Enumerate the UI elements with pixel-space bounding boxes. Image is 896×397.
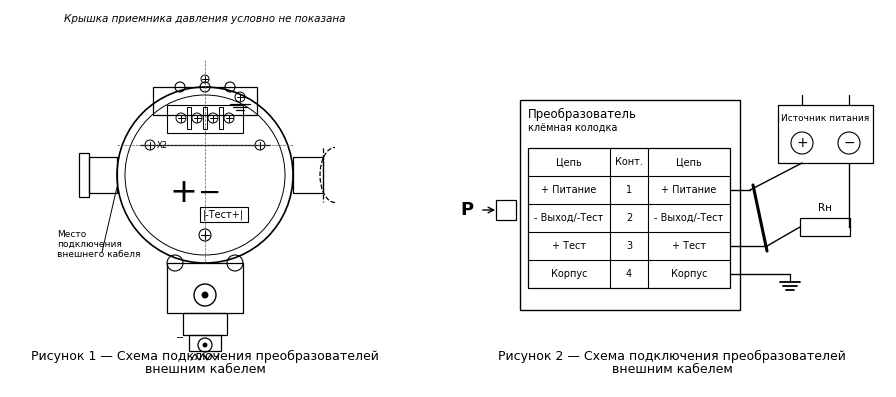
Bar	[800, 218, 850, 236]
Text: Рисунок 1 — Схема подключения преобразователей: Рисунок 1 — Схема подключения преобразов…	[31, 350, 379, 363]
Bar	[219, 107, 223, 129]
Text: + Тест: + Тест	[672, 241, 706, 251]
Bar	[528, 148, 730, 288]
Circle shape	[202, 292, 208, 298]
Bar	[293, 157, 323, 193]
Text: Корпус: Корпус	[671, 269, 707, 279]
Text: Источник питания: Источник питания	[781, 114, 870, 123]
Text: P: P	[460, 201, 473, 219]
Bar	[496, 200, 516, 220]
Circle shape	[203, 343, 207, 347]
Text: +: +	[797, 136, 808, 150]
Bar	[167, 105, 243, 133]
Text: |-Тест+|: |-Тест+|	[202, 210, 244, 220]
Text: 3: 3	[626, 241, 632, 251]
Bar	[203, 107, 207, 129]
Text: клёмная колодка: клёмная колодка	[528, 124, 617, 134]
Text: Крышка приемника давления условно не показана: Крышка приемника давления условно не пок…	[65, 14, 346, 24]
Bar	[189, 335, 221, 351]
Text: внешним кабелем: внешним кабелем	[612, 363, 732, 376]
Bar	[187, 107, 191, 129]
Text: Рисунок 2 — Схема подключения преобразователей: Рисунок 2 — Схема подключения преобразов…	[498, 350, 846, 363]
Text: Rн: Rн	[818, 203, 832, 213]
Text: 4: 4	[626, 269, 632, 279]
Bar	[778, 105, 873, 163]
Text: + Тест: + Тест	[552, 241, 586, 251]
Text: 1: 1	[626, 185, 632, 195]
Text: + Питание: + Питание	[661, 185, 717, 195]
Bar	[89, 157, 117, 193]
Text: внешнего кабеля: внешнего кабеля	[57, 250, 141, 259]
Text: Конт.: Конт.	[615, 157, 643, 167]
Text: Преобразователь: Преобразователь	[528, 108, 637, 121]
Text: −: −	[198, 179, 221, 207]
Text: - Выход/-Тест: - Выход/-Тест	[534, 213, 604, 223]
Bar	[520, 100, 740, 310]
Text: 2: 2	[626, 213, 632, 223]
Text: X2: X2	[157, 141, 168, 150]
Text: + Питание: + Питание	[541, 185, 597, 195]
Text: внешним кабелем: внешним кабелем	[144, 363, 265, 376]
Text: Цепь: Цепь	[556, 157, 582, 167]
Bar	[153, 87, 257, 115]
Bar	[167, 263, 243, 313]
Text: Место: Место	[57, 230, 86, 239]
Text: Цепь: Цепь	[676, 157, 702, 167]
Text: −: −	[843, 136, 855, 150]
Bar	[79, 153, 89, 197]
Text: +: +	[169, 177, 197, 210]
Text: - Выход/-Тест: - Выход/-Тест	[654, 213, 724, 223]
Bar	[183, 313, 227, 335]
Bar	[200, 207, 248, 222]
Text: подключения: подключения	[57, 240, 122, 249]
Text: −: −	[176, 333, 184, 343]
Text: Корпус: Корпус	[551, 269, 587, 279]
